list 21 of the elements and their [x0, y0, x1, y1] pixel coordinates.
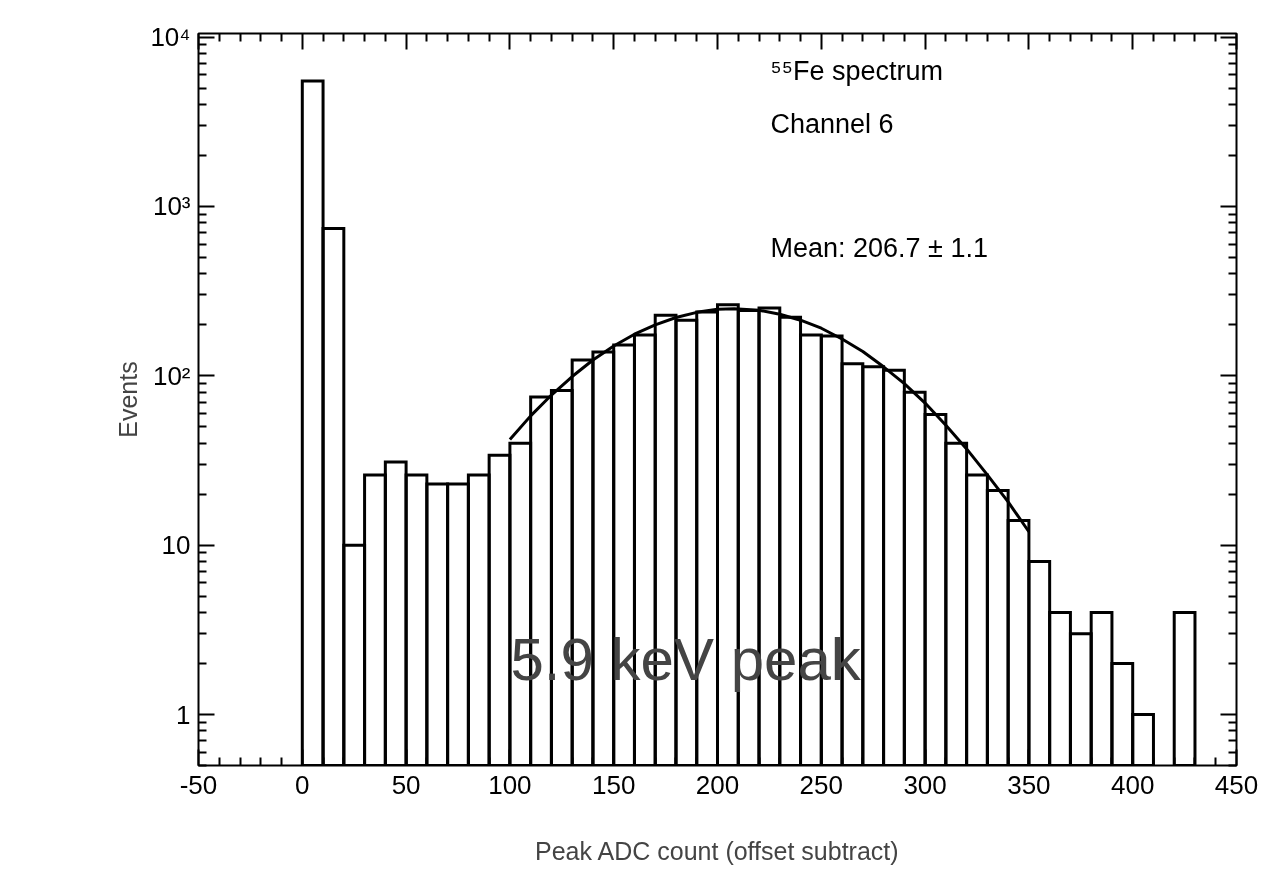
- annotation: Mean: 206.7 ± 1.1: [770, 232, 988, 263]
- y-tick-label: 10: [161, 530, 191, 561]
- x-tick-label: 100: [488, 769, 532, 800]
- y-tick-label: 10²: [152, 360, 191, 391]
- annotation: Channel 6: [770, 108, 894, 139]
- x-tick-label: 0: [295, 769, 310, 800]
- x-tick-label: 50: [391, 769, 421, 800]
- x-tick-label: 150: [592, 769, 636, 800]
- x-tick-label: 400: [1111, 769, 1155, 800]
- annotation: ⁵⁵Fe spectrum: [770, 55, 943, 86]
- x-tick-label: -50: [179, 769, 218, 800]
- x-tick-label: 250: [799, 769, 843, 800]
- x-tick-label: 350: [1007, 769, 1051, 800]
- y-axis-title: Events: [114, 361, 143, 438]
- x-tick-label: 200: [695, 769, 740, 800]
- y-tick-label: 10⁴: [150, 22, 191, 53]
- y-tick-label: 10³: [152, 191, 191, 222]
- y-tick-label: 1: [176, 699, 191, 730]
- x-axis-title: Peak ADC count (offset subtract): [535, 836, 899, 865]
- x-tick-label: 450: [1214, 769, 1259, 800]
- x-tick-label: 300: [903, 769, 947, 800]
